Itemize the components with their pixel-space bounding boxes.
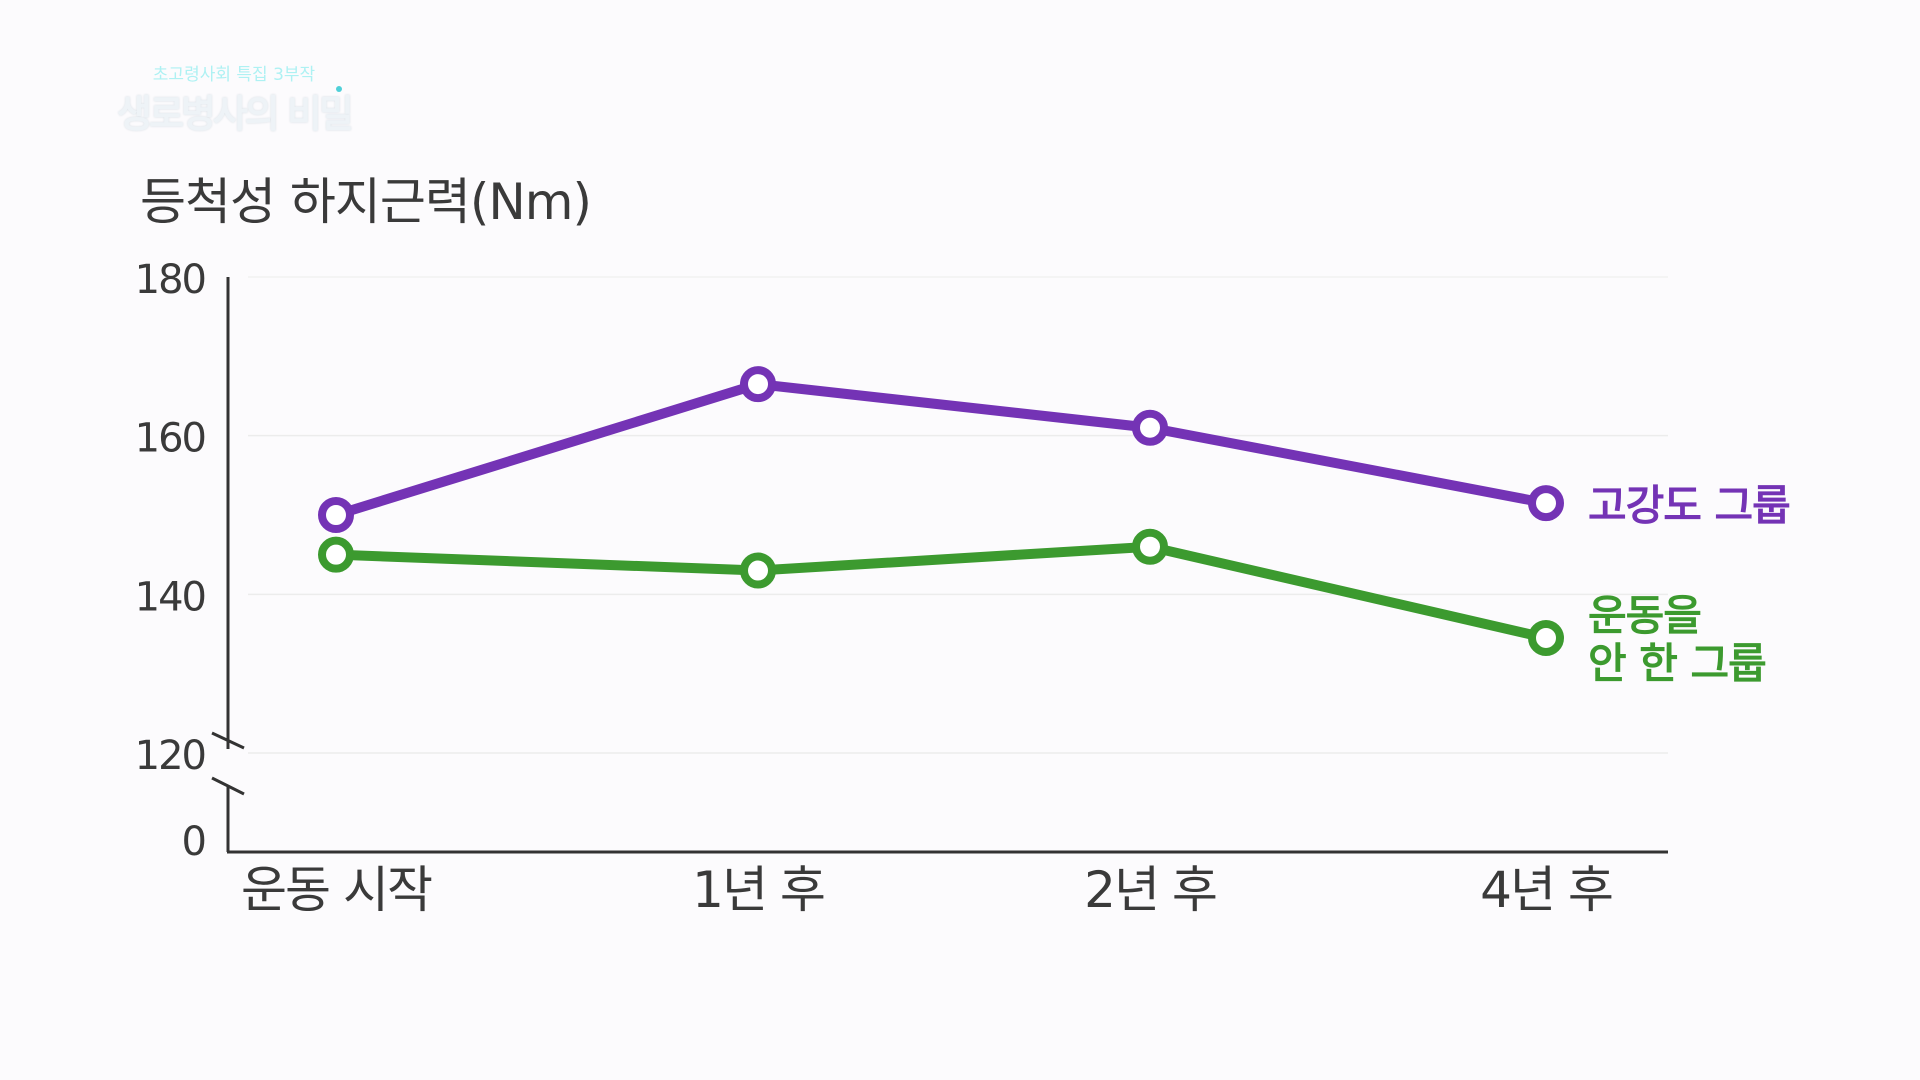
series-label: 안 한 그룹 (1588, 639, 1766, 688)
y-tick-label: 120 (135, 733, 205, 779)
y-tick-label: 140 (135, 574, 205, 620)
data-point (1132, 409, 1168, 446)
x-tick-label: 4년 후 (1480, 861, 1612, 919)
data-point (318, 497, 354, 533)
series-label: 고강도 그룹 (1588, 481, 1790, 530)
x-tick-label: 2년 후 (1084, 861, 1216, 919)
program-title: 생로병사의 비밀 (117, 92, 354, 136)
y-tick-label: 160 (135, 416, 205, 462)
y-tick-label: 0 (182, 819, 205, 865)
data-point (1528, 619, 1564, 656)
y-tick-label: 180 (135, 257, 205, 303)
program-subtitle: 초고령사회 특집 3부작 (152, 65, 316, 85)
series-line (331, 379, 1551, 520)
program-logo: 초고령사회 특집 3부작 생로병사의 비밀 (104, 60, 364, 138)
series-line (331, 541, 1551, 643)
axis-break-mark (211, 776, 245, 796)
logo-dot-icon (336, 86, 342, 92)
x-tick-label: 운동 시작 (241, 861, 432, 919)
chart-title: 등척성 하지근력(Nm) (140, 173, 592, 231)
axis-break-mark (211, 731, 245, 750)
x-tick-label: 1년 후 (692, 861, 824, 919)
data-point (1528, 485, 1564, 522)
data-point (1132, 528, 1168, 565)
data-point (740, 366, 776, 403)
series-label: 운동을 (1588, 591, 1701, 640)
data-point (318, 536, 354, 573)
data-point (740, 552, 776, 589)
